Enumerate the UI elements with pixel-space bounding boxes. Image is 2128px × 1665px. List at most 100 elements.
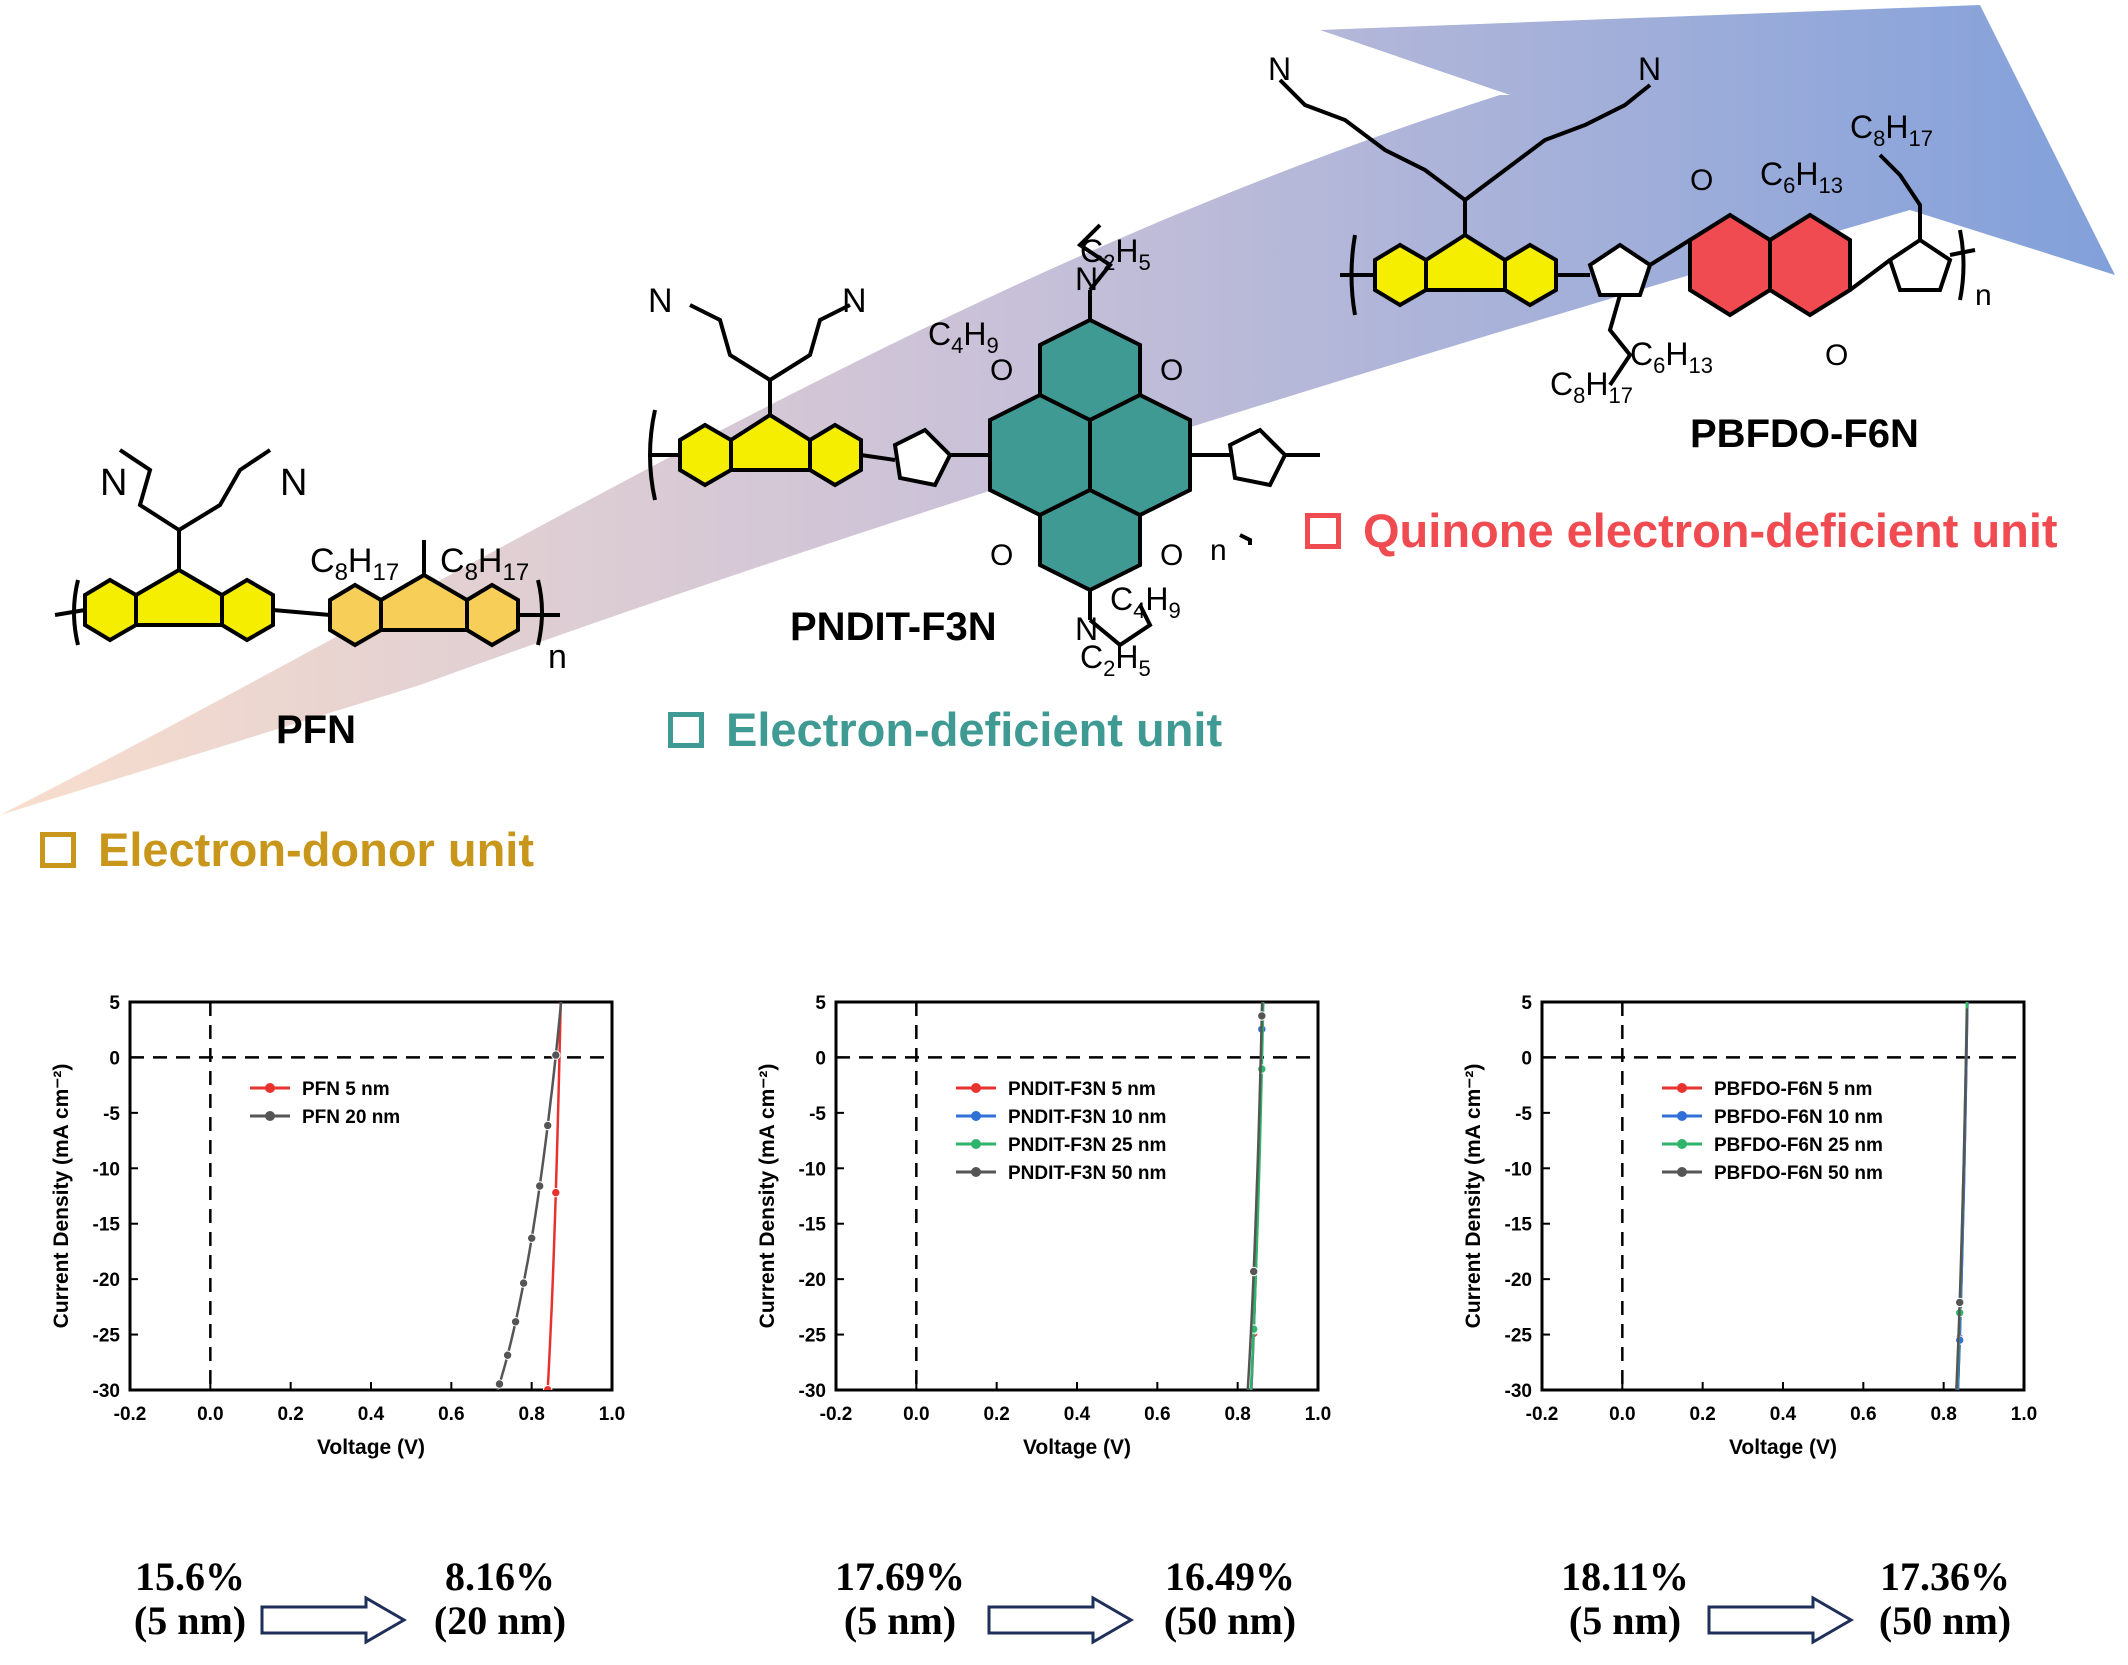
efficiency-from-value: 15.6%: [90, 1555, 290, 1599]
y-tick-label: -30: [93, 1381, 120, 1402]
quinone-unit-label: Quinone electron-deficient unit: [1363, 503, 2058, 558]
y-tick-label: 5: [815, 993, 826, 1014]
x-tick-label: 0.0: [903, 1404, 929, 1425]
quinone-unit-box: [1305, 513, 1341, 549]
series-pbfdo-f6n-5-nm: [1538, 975, 1968, 1650]
legend-label: PBFDO-F6N 5 nm: [1714, 1079, 1872, 1100]
y-tick-label: -10: [93, 1159, 120, 1180]
data-point: [1242, 1481, 1250, 1489]
y-axis-title: Current Density (mA cm⁻²): [1462, 1064, 1485, 1329]
data-point: [471, 1445, 479, 1453]
x-axis-title: Voltage (V): [317, 1436, 425, 1459]
deficient-unit-box: [668, 712, 704, 748]
y-tick-label: -30: [799, 1381, 826, 1402]
pbfdo-thiophene-right: [1890, 240, 1950, 290]
y-axis-title: Current Density (mA cm⁻²): [50, 1064, 73, 1329]
pfn-repeat-n: n: [548, 638, 567, 676]
legend-label: PFN 20 nm: [302, 1107, 400, 1128]
y-tick-label: -15: [799, 1215, 827, 1236]
legend-label: PNDIT-F3N 10 nm: [1008, 1107, 1166, 1128]
plot-frame: [1542, 1002, 2024, 1390]
data-point: [528, 1234, 536, 1242]
legend-label: PBFDO-F6N 50 nm: [1714, 1163, 1883, 1184]
efficiency-to-thickness: (20 nm): [400, 1599, 600, 1643]
series-line: [130, 973, 564, 1615]
y-tick-label: -20: [799, 1270, 826, 1291]
legend-label: PNDIT-F3N 25 nm: [1008, 1135, 1166, 1156]
pndit-fluorene-ring-right: [810, 425, 861, 485]
data-point: [503, 1351, 511, 1359]
x-axis-title: Voltage (V): [1023, 1436, 1131, 1459]
pbfdo-carbonyl-bottom: O: [1825, 339, 1848, 372]
data-point: [487, 1405, 495, 1413]
polymer-name-pndit: PNDIT-F3N: [790, 605, 997, 650]
legend-swatch-marker: [1677, 1083, 1687, 1093]
data-point: [383, 1546, 391, 1554]
y-tick-label: 0: [815, 1048, 826, 1069]
pfn-fluorene2-ring-right: [467, 585, 518, 645]
pndit-amine-right: N: [842, 282, 867, 320]
data-point: [391, 1541, 399, 1549]
series-pfn-20-nm: [126, 973, 564, 1619]
y-tick-label: -15: [1505, 1215, 1533, 1236]
data-point: [455, 1475, 463, 1483]
polymer-name-pfn: PFN: [276, 708, 356, 753]
data-point: [1956, 1298, 1964, 1306]
x-tick-label: 0.4: [1064, 1404, 1091, 1425]
data-point: [1250, 1267, 1258, 1275]
data-point: [439, 1499, 447, 1507]
data-point: [511, 1318, 519, 1326]
data-point: [1234, 1503, 1242, 1511]
data-point: [1242, 1467, 1250, 1475]
legend-swatch-marker: [971, 1083, 981, 1093]
pndit-thiophene-right: [1230, 430, 1285, 485]
pfn-amine-left: N: [100, 462, 127, 504]
x-axis-title: Voltage (V): [1729, 1436, 1837, 1459]
pfn-fluorene2-ring-left: [330, 585, 381, 645]
data-point: [415, 1524, 423, 1532]
pfn-fluorene-ring-left: [85, 580, 136, 640]
legend-deficient-unit: Electron-deficient unit: [668, 702, 1222, 757]
legend-swatch-marker: [1677, 1111, 1687, 1121]
efficiency-to: 17.36% (50 nm): [1845, 1555, 2045, 1643]
x-tick-label: 0.8: [518, 1404, 544, 1425]
data-point: [536, 1182, 544, 1190]
x-tick-label: 0.4: [358, 1404, 385, 1425]
deficient-unit-label: Electron-deficient unit: [726, 702, 1222, 757]
data-point: [519, 1279, 527, 1287]
pbfdo-carbonyl-top: O: [1690, 164, 1713, 197]
efficiency-to-value: 8.16%: [400, 1555, 600, 1599]
data-point: [1948, 1507, 1956, 1515]
efficiency-from-thickness: (5 nm): [1525, 1599, 1725, 1643]
efficiency-from: 17.69% (5 nm): [800, 1555, 1000, 1643]
data-point: [1258, 1065, 1266, 1073]
donor-unit-box: [40, 832, 76, 868]
efficiency-arrow-icon: [258, 1595, 408, 1645]
y-tick-label: -5: [1515, 1104, 1532, 1125]
data-point: [552, 1051, 560, 1059]
y-tick-label: 5: [109, 993, 120, 1014]
legend-label: PBFDO-F6N 25 nm: [1714, 1135, 1883, 1156]
data-point: [1948, 1510, 1956, 1518]
x-tick-label: 1.0: [1305, 1404, 1331, 1425]
x-tick-label: 0.2: [983, 1404, 1009, 1425]
pbfdo-repeat-n: n: [1975, 279, 1992, 312]
data-point: [1948, 1472, 1956, 1480]
efficiency-row-pfn: 15.6% (5 nm) 8.16% (20 nm): [90, 1555, 650, 1665]
x-tick-label: 0.6: [1850, 1404, 1876, 1425]
y-tick-label: 5: [1521, 993, 1532, 1014]
x-tick-label: 0.4: [1770, 1404, 1797, 1425]
x-tick-label: 0.0: [1609, 1404, 1635, 1425]
series-pbfdo-f6n-10-nm: [1538, 975, 1968, 1651]
y-tick-label: -15: [93, 1215, 121, 1236]
y-tick-label: -5: [103, 1104, 120, 1125]
x-tick-label: 1.0: [599, 1404, 625, 1425]
pndit-carbonyl-3: O: [990, 539, 1013, 572]
legend-swatch-marker: [971, 1111, 981, 1121]
data-point: [536, 1497, 544, 1505]
pbfdo-fluorene-ring-left: [1375, 245, 1426, 305]
x-tick-label: 0.6: [438, 1404, 464, 1425]
x-tick-label: 0.6: [1144, 1404, 1170, 1425]
data-point: [407, 1530, 415, 1538]
data-point: [423, 1516, 431, 1524]
